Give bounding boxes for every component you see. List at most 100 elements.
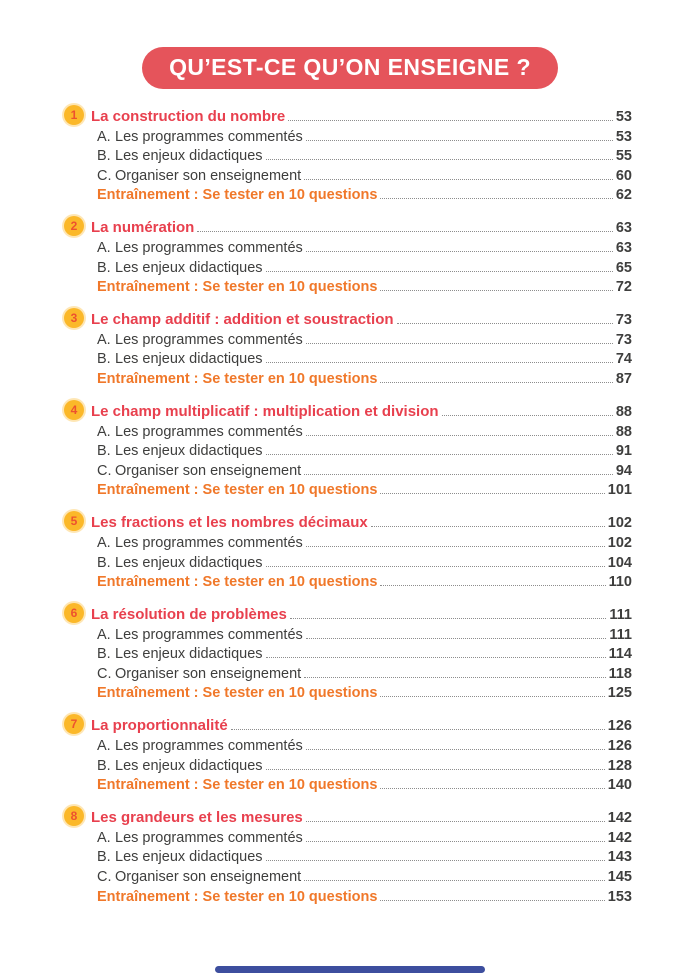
- page-title: QU’EST-CE QU’ON ENSEIGNE ?: [169, 54, 531, 80]
- item-label: Les programmes commentés: [115, 331, 303, 348]
- section-title: La numération: [91, 219, 195, 237]
- dot-leader: [265, 657, 606, 659]
- item-page-number: 104: [607, 554, 632, 571]
- toc-section: 1 La construction du nombre 53 A. Les pr…: [64, 104, 632, 203]
- item-label: Organiser son enseignement: [115, 167, 302, 184]
- section-page-number: 126: [607, 718, 632, 735]
- training-row: Entraînement : Se tester en 10 questions…: [64, 479, 632, 498]
- item-letter: B.: [97, 148, 111, 165]
- dot-leader: [380, 198, 613, 200]
- dot-leader: [304, 178, 613, 180]
- dot-leader: [305, 637, 607, 639]
- section-title-row: 6 La résolution de problèmes 111: [64, 602, 632, 624]
- section-number-badge: 7: [64, 714, 84, 735]
- section-page-number: 63: [615, 220, 632, 237]
- training-row: Entraînement : Se tester en 10 questions…: [64, 184, 632, 203]
- item-page-number: 114: [608, 646, 632, 663]
- dot-leader: [265, 362, 613, 364]
- dot-leader: [304, 880, 605, 882]
- dot-leader: [380, 696, 605, 698]
- page-title-banner: QU’EST-CE QU’ON ENSEIGNE ?: [142, 47, 558, 89]
- item-letter: B.: [97, 259, 111, 276]
- item-letter: C.: [97, 869, 112, 886]
- toc-item-row: B. Les enjeux didactiques 65: [64, 256, 632, 276]
- item-page-number: 63: [615, 239, 632, 256]
- section-number-badge: 5: [64, 511, 84, 532]
- dot-leader: [441, 414, 613, 416]
- item-label: Les enjeux didactiques: [115, 259, 263, 276]
- item-label: Les programmes commentés: [115, 128, 303, 145]
- section-items: A. Les programmes commentés 102 B. Les e…: [64, 531, 632, 571]
- section-number-badge: 2: [64, 216, 84, 237]
- item-page-number: 126: [607, 738, 632, 755]
- toc-item-row: A. Les programmes commentés 142: [64, 826, 632, 846]
- item-page-number: 88: [615, 423, 632, 440]
- section-number: 8: [70, 809, 78, 824]
- toc-item-row: A. Les programmes commentés 63: [64, 236, 632, 256]
- toc-item-row: A. Les programmes commentés 53: [64, 125, 632, 145]
- section-number: 2: [70, 219, 78, 234]
- item-page-number: 118: [608, 665, 632, 682]
- item-letter: B.: [97, 443, 111, 460]
- item-page-number: 94: [615, 462, 632, 479]
- section-title: Le champ additif : addition et soustract…: [91, 311, 394, 329]
- item-page-number: 74: [615, 351, 632, 368]
- section-number-badge: 8: [64, 806, 84, 827]
- item-page-number: 102: [607, 534, 632, 551]
- training-page-number: 125: [607, 685, 632, 702]
- section-items: A. Les programmes commentés 53 B. Les en…: [64, 125, 632, 184]
- section-items: A. Les programmes commentés 88 B. Les en…: [64, 420, 632, 479]
- item-page-number: 73: [615, 331, 632, 348]
- training-page-number: 87: [615, 370, 632, 387]
- item-label: Les programmes commentés: [115, 738, 303, 755]
- toc-item-row: A. Les programmes commentés 102: [64, 531, 632, 551]
- section-title-row: 2 La numération 63: [64, 215, 632, 237]
- dot-leader: [305, 139, 613, 141]
- section-items: A. Les programmes commentés 63 B. Les en…: [64, 236, 632, 276]
- dot-leader: [380, 290, 613, 292]
- section-items: A. Les programmes commentés 111 B. Les e…: [64, 623, 632, 682]
- training-label: Entraînement : Se tester en 10 questions: [97, 777, 378, 794]
- toc-item-row: C. Organiser son enseignement 145: [64, 865, 632, 885]
- item-page-number: 145: [607, 869, 632, 886]
- training-page-number: 153: [607, 888, 632, 905]
- training-page-number: 110: [608, 574, 632, 591]
- dot-leader: [380, 899, 605, 901]
- section-page-number: 142: [607, 810, 632, 827]
- toc-item-row: C. Organiser son enseignement 60: [64, 164, 632, 184]
- dot-leader: [305, 545, 605, 547]
- section-number-badge: 1: [64, 105, 84, 125]
- dot-leader: [304, 473, 613, 475]
- section-page-number: 102: [607, 515, 632, 532]
- item-letter: C.: [97, 167, 112, 184]
- toc-item-row: A. Les programmes commentés 88: [64, 420, 632, 440]
- training-label: Entraînement : Se tester en 10 questions: [97, 370, 378, 387]
- toc-item-row: B. Les enjeux didactiques 74: [64, 348, 632, 368]
- dot-leader: [230, 729, 605, 731]
- section-page-number: 88: [615, 403, 632, 420]
- section-number-badge: 6: [64, 603, 84, 624]
- training-row: Entraînement : Se tester en 10 questions…: [64, 885, 632, 905]
- dot-leader: [305, 840, 605, 842]
- toc-section: 2 La numération 63 A. Les programmes com…: [64, 215, 632, 295]
- footer-color-tab: [215, 966, 485, 973]
- dot-leader: [265, 565, 605, 567]
- toc-item-row: A. Les programmes commentés 111: [64, 623, 632, 643]
- item-letter: B.: [97, 554, 111, 571]
- training-page-number: 72: [615, 279, 632, 296]
- banner-wrap: QU’EST-CE QU’ON ENSEIGNE ?: [0, 0, 700, 89]
- section-page-number: 53: [615, 109, 632, 125]
- section-number: 6: [70, 606, 78, 621]
- item-label: Les programmes commentés: [115, 423, 303, 440]
- dot-leader: [380, 381, 613, 383]
- training-row: Entraînement : Se tester en 10 questions…: [64, 367, 632, 387]
- toc-section: 6 La résolution de problèmes 111 A. Les …: [64, 602, 632, 701]
- dot-leader: [380, 788, 605, 790]
- item-letter: A.: [97, 738, 111, 755]
- dot-leader: [288, 120, 613, 121]
- toc-section: 4 Le champ multiplicatif : multiplicatio…: [64, 399, 632, 498]
- toc-section: 8 Les grandeurs et les mesures 142 A. Le…: [64, 805, 632, 905]
- toc-section: 3 Le champ additif : addition et soustra…: [64, 307, 632, 387]
- section-title: Les grandeurs et les mesures: [91, 809, 303, 827]
- section-title: La résolution de problèmes: [91, 606, 287, 624]
